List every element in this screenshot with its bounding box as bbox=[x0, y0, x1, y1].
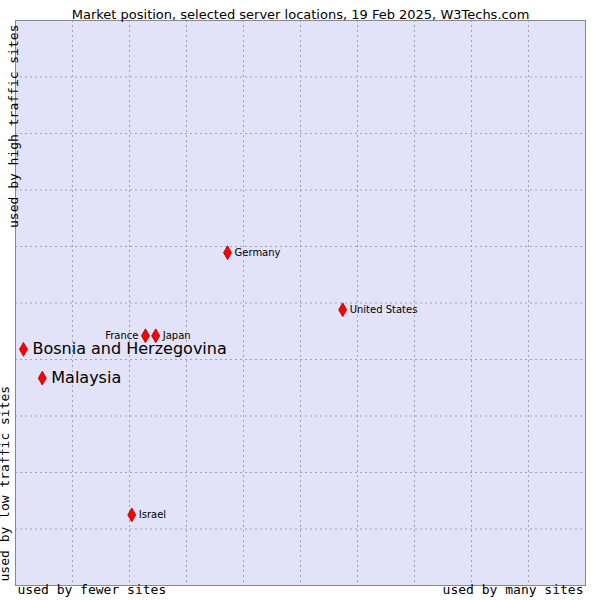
svg-text:used by many sites: used by many sites bbox=[443, 582, 584, 597]
svg-text:Bosnia and Herzegovina: Bosnia and Herzegovina bbox=[32, 339, 226, 358]
svg-text:United States: United States bbox=[350, 304, 418, 315]
svg-text:France: France bbox=[105, 330, 139, 341]
svg-text:used by high traffic sites: used by high traffic sites bbox=[6, 25, 21, 229]
svg-text:Germany: Germany bbox=[235, 247, 281, 258]
svg-text:Israel: Israel bbox=[139, 509, 166, 520]
svg-text:used by fewer sites: used by fewer sites bbox=[18, 582, 167, 597]
svg-text:Market position, selected serv: Market position, selected server locatio… bbox=[72, 7, 530, 22]
svg-text:Japan: Japan bbox=[162, 330, 191, 341]
svg-text:Malaysia: Malaysia bbox=[51, 368, 121, 387]
svg-text:used by low traffic sites: used by low traffic sites bbox=[0, 386, 12, 582]
